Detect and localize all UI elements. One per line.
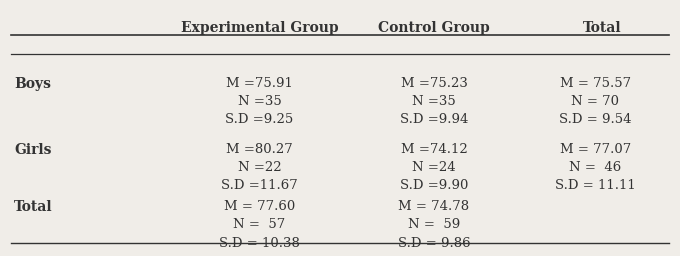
Text: S.D =9.25: S.D =9.25 [225,113,294,126]
Text: N =  46: N = 46 [569,161,622,174]
Text: Experimental Group: Experimental Group [181,21,338,35]
Text: N =24: N =24 [412,161,456,174]
Text: S.D = 9.54: S.D = 9.54 [559,113,632,126]
Text: Boys: Boys [14,77,51,91]
Text: Total: Total [583,21,622,35]
Text: N = 70: N = 70 [571,95,619,108]
Text: M =74.12: M =74.12 [401,143,467,156]
Text: S.D =9.94: S.D =9.94 [400,113,469,126]
Text: M = 77.60: M = 77.60 [224,200,295,213]
Text: Control Group: Control Group [378,21,490,35]
Text: N =35: N =35 [237,95,282,108]
Text: M =75.91: M =75.91 [226,77,293,90]
Text: M = 74.78: M = 74.78 [398,200,470,213]
Text: S.D = 10.38: S.D = 10.38 [219,237,300,250]
Text: S.D =11.67: S.D =11.67 [221,179,298,192]
Text: Total: Total [14,200,53,214]
Text: S.D = 11.11: S.D = 11.11 [555,179,636,192]
Text: N =22: N =22 [237,161,282,174]
Text: N =  59: N = 59 [408,218,460,231]
Text: S.D = 9.86: S.D = 9.86 [398,237,471,250]
Text: M =80.27: M =80.27 [226,143,293,156]
Text: M = 77.07: M = 77.07 [560,143,631,156]
Text: Girls: Girls [14,143,52,157]
Text: N =35: N =35 [412,95,456,108]
Text: M = 75.57: M = 75.57 [560,77,631,90]
Text: M =75.23: M =75.23 [401,77,467,90]
Text: N =  57: N = 57 [233,218,286,231]
Text: S.D =9.90: S.D =9.90 [400,179,469,192]
